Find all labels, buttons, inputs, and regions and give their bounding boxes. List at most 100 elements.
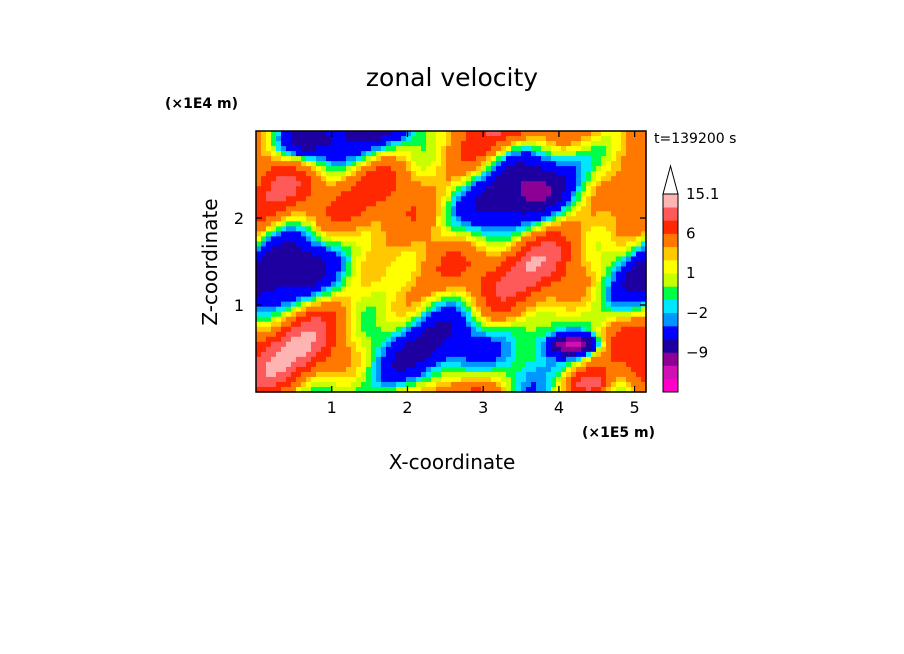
heatmap-cell <box>391 131 397 137</box>
heatmap-cell <box>621 301 627 308</box>
heatmap-cell <box>576 371 582 378</box>
heatmap-cell <box>461 386 467 393</box>
heatmap-cell <box>391 201 397 207</box>
heatmap-cell <box>571 331 577 338</box>
heatmap-cell <box>286 301 292 308</box>
heatmap-cell <box>376 196 382 202</box>
heatmap-cell <box>631 386 637 393</box>
heatmap-cell <box>551 246 557 253</box>
heatmap-cell <box>446 256 452 263</box>
heatmap-cell <box>546 246 552 253</box>
heatmap-cell <box>566 236 572 243</box>
heatmap-cell <box>346 251 352 258</box>
heatmap-cell <box>466 326 472 333</box>
heatmap-cell <box>531 331 537 338</box>
heatmap-cell <box>561 301 567 308</box>
heatmap-cell <box>621 276 627 283</box>
heatmap-cell <box>641 146 647 152</box>
heatmap-cell <box>411 266 417 273</box>
heatmap-cell <box>501 351 507 358</box>
heatmap-cell <box>626 346 632 353</box>
heatmap-cell <box>426 316 432 323</box>
heatmap-cell <box>616 306 622 313</box>
heatmap-cell <box>491 286 497 293</box>
heatmap-cell <box>291 311 297 318</box>
heatmap-cell <box>486 326 492 333</box>
heatmap-cell <box>476 166 482 172</box>
heatmap-cell <box>371 271 377 278</box>
heatmap-cell <box>591 306 597 313</box>
heatmap-cell <box>431 251 437 258</box>
heatmap-cell <box>396 186 402 192</box>
heatmap-cell <box>431 131 437 137</box>
heatmap-cell <box>416 371 422 378</box>
heatmap-cell <box>581 226 587 232</box>
heatmap-cell <box>286 226 292 232</box>
heatmap-cell <box>471 141 477 147</box>
heatmap-cell <box>556 296 562 303</box>
heatmap-cell <box>346 286 352 293</box>
heatmap-cell <box>511 251 517 258</box>
heatmap-cell <box>581 331 587 338</box>
heatmap-cell <box>591 251 597 258</box>
heatmap-cell <box>331 211 337 217</box>
heatmap-cell <box>261 211 267 217</box>
heatmap-cell <box>481 376 487 383</box>
heatmap-cell <box>536 281 542 288</box>
heatmap-cell <box>411 301 417 308</box>
heatmap-cell <box>616 311 622 318</box>
heatmap-cell <box>401 266 407 273</box>
heatmap-cell <box>391 161 397 167</box>
heatmap-cell <box>476 186 482 192</box>
heatmap-cell <box>486 156 492 162</box>
heatmap-cell <box>451 181 457 187</box>
heatmap-cell <box>301 251 307 258</box>
heatmap-cell <box>481 301 487 308</box>
heatmap-cell <box>476 291 482 298</box>
heatmap-cell <box>536 166 542 172</box>
heatmap-cell <box>596 266 602 273</box>
heatmap-cell <box>496 231 502 237</box>
heatmap-cell <box>451 196 457 202</box>
heatmap-cell <box>596 381 602 388</box>
heatmap-cell <box>366 151 372 157</box>
heatmap-cell <box>321 316 327 323</box>
heatmap-cell <box>291 356 297 363</box>
heatmap-cell <box>586 206 592 212</box>
heatmap-cell <box>266 361 272 368</box>
heatmap-cell <box>321 261 327 268</box>
heatmap-cell <box>576 151 582 157</box>
heatmap-cell <box>526 286 532 293</box>
heatmap-cell <box>316 166 322 172</box>
heatmap-cell <box>366 196 372 202</box>
heatmap-cell <box>386 241 392 248</box>
heatmap-cell <box>431 141 437 147</box>
heatmap-cell <box>541 256 547 263</box>
heatmap-cell <box>331 351 337 358</box>
heatmap-cell <box>601 296 607 303</box>
heatmap-cell <box>276 191 282 197</box>
heatmap-cell <box>261 316 267 323</box>
heatmap-cell <box>416 361 422 368</box>
heatmap-cell <box>336 191 342 197</box>
heatmap-cell <box>501 346 507 353</box>
heatmap-cell <box>256 346 262 353</box>
heatmap-cell <box>366 366 372 373</box>
heatmap-cell <box>471 356 477 363</box>
heatmap-cell <box>411 226 417 232</box>
heatmap-cell <box>436 356 442 363</box>
heatmap-cell <box>361 131 367 137</box>
heatmap-cell <box>481 236 487 243</box>
heatmap-cell <box>546 201 552 207</box>
heatmap-cell <box>426 276 432 283</box>
heatmap-cell <box>256 341 262 348</box>
heatmap-cell <box>601 331 607 338</box>
heatmap-cell <box>306 216 312 222</box>
heatmap-cell <box>541 351 547 358</box>
heatmap-cell <box>511 231 517 237</box>
heatmap-cell <box>311 246 317 253</box>
heatmap-cell <box>356 181 362 187</box>
heatmap-cell <box>471 341 477 348</box>
heatmap-cell <box>271 266 277 273</box>
heatmap-cell <box>526 376 532 383</box>
